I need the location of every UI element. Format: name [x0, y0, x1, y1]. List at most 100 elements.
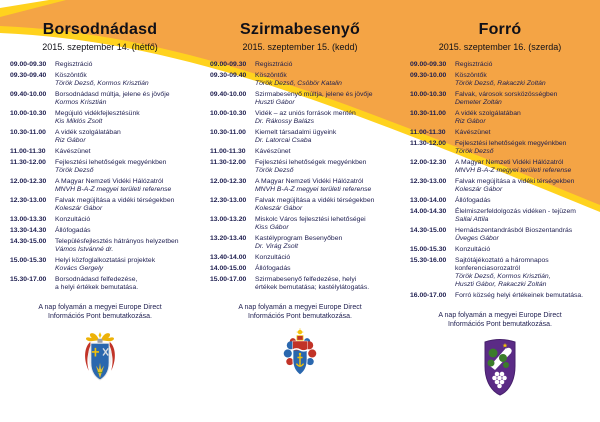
- event-details: Kiemelt társadalmi ügyeink Dr. Latorcai C…: [255, 129, 396, 145]
- event-title: Élelmiszerfeldolgozás vidéken - tejüzem: [455, 208, 576, 215]
- time-slot: 13.30-14.30: [10, 227, 47, 234]
- schedule-row: 15.00-15.30 Konzultáció: [400, 246, 600, 254]
- event-details: Helyi közfoglalkoztatási projektek Kovács…: [55, 257, 196, 273]
- event-speaker: Vámos Istvánné dr.: [55, 246, 114, 253]
- column-date: 2015. szeptember 15. (kedd): [242, 42, 358, 52]
- schedule-row: 09.00-09.30 Regisztráció: [400, 61, 600, 69]
- schedule-list: 09.00-09.30 Regisztráció 09.30-09.40 Köszön…: [200, 61, 400, 295]
- event-details: Falvak megújítása a vidéki térségekben Ko…: [455, 178, 596, 194]
- event-speaker: Kiss Gábor: [255, 224, 289, 231]
- event-speaker: Török Dezső, Rakaczki Zoltán: [455, 80, 546, 87]
- event-details: Fejlesztési lehetőségek megyénkben Török …: [55, 159, 196, 175]
- europe-direct-note: A nap folyamán a megyei Europe Direct In…: [238, 304, 362, 320]
- time-slot: 11.00-11.30: [410, 129, 446, 136]
- event-speaker: Török Dezső, Csöbör Katalin: [255, 80, 342, 87]
- event-speaker: Koleszár Gábor: [455, 186, 503, 193]
- event-title: Borsodnádasd múltja, jelene és jövője: [55, 91, 170, 98]
- time-slot: 11.30-12.00: [210, 159, 246, 166]
- time-slot: 12.30-13.00: [10, 197, 47, 204]
- time-slot: 14.30-15.00: [10, 238, 47, 245]
- event-speaker: Huszti Gábor: [255, 99, 295, 106]
- event-speaker: Török Dezső: [455, 148, 494, 155]
- schedule-row: 11.00-11.30 Kávészünet: [200, 148, 400, 156]
- event-speaker: Kormos Krisztián: [55, 99, 107, 106]
- event-details: Sajtótájékoztató a háromnapos konferenci…: [455, 257, 596, 289]
- time-slot: 12.00-12.30: [410, 159, 447, 166]
- time-slot: 10.00-10.30: [410, 91, 447, 98]
- time-slot: 11.00-11.30: [210, 148, 246, 155]
- event-title: Kávészünet: [55, 148, 91, 155]
- event-title: Köszöntők: [455, 72, 487, 79]
- time-slot: 11.30-12.00: [410, 140, 446, 147]
- event-title: A vidék szolgálatában: [55, 129, 121, 136]
- event-title: Regisztráció: [455, 61, 493, 68]
- time-slot: 16.00-17.00: [410, 292, 447, 299]
- time-slot: 15.30-17.00: [10, 276, 47, 283]
- schedule-row: 14.30-15.00 Településfejlesztés hátrányos…: [0, 238, 200, 254]
- schedule-row: 10.30-11.00 A vidék szolgálatában Riz Gábo…: [400, 110, 600, 126]
- time-slot: 11.30-12.00: [10, 159, 46, 166]
- event-title: Kávészünet: [255, 148, 291, 155]
- column-date: 2015. szeptember 16. (szerda): [438, 42, 562, 52]
- time-slot: 09.00-09.30: [210, 61, 247, 68]
- event-details: Regisztráció: [255, 61, 396, 69]
- time-slot: 13.00-13.20: [210, 216, 247, 223]
- time-slot: 12.30-13.00: [410, 178, 447, 185]
- event-title: A Magyar Nemzeti Vidéki Hálózatról: [55, 178, 164, 185]
- schedule-row: 15.30-17.00 Borsodnádasd felfedezése, a h…: [0, 276, 200, 292]
- schedule-row: 10.00-10.30 Falvak, városok sorsközösségb…: [400, 91, 600, 107]
- time-slot: 13.00-13.30: [10, 216, 47, 223]
- schedule-row: 11.30-12.00 Fejlesztési lehetőségek megyé…: [0, 159, 200, 175]
- event-title: Miskolc Város fejlesztési lehetőségei: [255, 216, 366, 223]
- event-speaker: Török Dezső, Kormos Krisztián: [55, 80, 149, 87]
- event-title: Regisztráció: [55, 61, 93, 68]
- event-title: Kávészünet: [455, 129, 491, 136]
- event-details: Szirmabesenyő felfedezése, helyi értékek…: [255, 276, 396, 292]
- event-details: Konzultáció: [55, 216, 196, 224]
- schedule-row: 10.00-10.30 Megújuló vidékfejlesztésünk Ki…: [0, 110, 200, 126]
- schedule-row: 12.00-12.30 A Magyar Nemzeti Vidéki Hálóz…: [200, 178, 400, 194]
- event-speaker: Koleszár Gábor: [255, 205, 303, 212]
- event-speaker: Dr. Rákossy Balázs: [255, 118, 315, 125]
- schedule-row: 11.00-11.30 Kávészünet: [400, 129, 600, 137]
- time-slot: 14.30-15.00: [410, 227, 447, 234]
- forro-coat-of-arms: [400, 336, 600, 398]
- event-speaker: Demeter Zoltán: [455, 99, 502, 106]
- event-details: Falvak megújítása a vidéki térségekben Ko…: [55, 197, 196, 213]
- event-title: Kiemelt társadalmi ügyeink: [255, 129, 337, 136]
- time-slot: 09.40-10.00: [210, 91, 247, 98]
- time-slot: 10.30-11.00: [210, 129, 246, 136]
- event-speaker: Riz Gábor: [55, 137, 86, 144]
- time-slot: 14.00-14.30: [410, 208, 447, 215]
- event-title: Sajtótájékoztató a háromnapos konferenci…: [455, 257, 549, 272]
- event-title: Településfejlesztés hátrányos helyzetben: [55, 238, 179, 245]
- event-speaker: MNVH B-A-Z megyei területi referense: [255, 186, 372, 193]
- event-title: Fejlesztési lehetőségek megyénkben: [455, 140, 567, 147]
- event-details: Konzultáció: [255, 254, 396, 262]
- schedule-row: 14.00-14.30 Élelmiszerfeldolgozás vidéken…: [400, 208, 600, 224]
- event-details: Fejlesztési lehetőségek megyénkben Török …: [255, 159, 396, 175]
- event-details: Állófogadás: [55, 227, 196, 235]
- event-details: Fejlesztési lehetőségek megyénkben Török …: [455, 140, 596, 156]
- event-details: Kávészünet: [255, 148, 396, 156]
- time-slot: 13.20-13.40: [210, 235, 247, 242]
- event-title: Fejlesztési lehetőségek megyénkben: [55, 159, 167, 166]
- corner-white-triangle: [0, 0, 49, 8]
- schedule-list: 09.00-09.30 Regisztráció 09.30-09.40 Köszön…: [0, 61, 200, 295]
- time-slot: 10.00-10.30: [210, 110, 247, 117]
- orange-swoosh-shape: [0, 0, 600, 205]
- event-speaker: MNVH B-A-Z megyei területi referense: [55, 186, 172, 193]
- event-speaker: Török Dezső: [55, 167, 94, 174]
- event-details: Kávészünet: [55, 148, 196, 156]
- coat-of-arms-icon: [484, 339, 516, 396]
- event-title: Falvak megújítása a vidéki térségekben: [55, 197, 175, 204]
- column-forro: Forró 2015. szeptember 16. (szerda) 09.0…: [400, 0, 600, 422]
- column-header: Forró 2015. szeptember 16. (szerda): [400, 21, 600, 52]
- borsodnadasd-coat-of-arms: [0, 328, 200, 385]
- event-details: A Magyar Nemzeti Vidéki Hálózatról MNVH B…: [455, 159, 596, 175]
- event-details: Vidék – az uniós források mentén Dr. Ráko…: [255, 110, 396, 126]
- schedule-row: 11.30-12.00 Fejlesztési lehetőségek megyé…: [400, 140, 600, 156]
- event-title: Falvak megújítása a vidéki térségekben: [455, 178, 575, 185]
